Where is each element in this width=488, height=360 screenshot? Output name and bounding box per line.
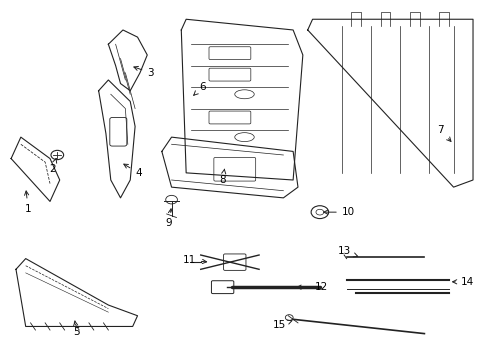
Text: 11: 11 (182, 255, 206, 265)
Text: 15: 15 (272, 320, 291, 330)
Text: 4: 4 (123, 164, 142, 178)
Text: 6: 6 (193, 82, 205, 95)
Text: 1: 1 (24, 191, 31, 213)
Text: 3: 3 (134, 66, 154, 78)
Text: 10: 10 (323, 207, 354, 217)
Text: 5: 5 (73, 321, 80, 337)
Text: 13: 13 (338, 247, 357, 257)
Text: 14: 14 (452, 277, 473, 287)
Text: 7: 7 (436, 125, 450, 141)
Text: 12: 12 (296, 282, 327, 292)
Text: 9: 9 (165, 209, 172, 228)
Text: 8: 8 (219, 169, 225, 185)
Text: 2: 2 (49, 158, 57, 174)
